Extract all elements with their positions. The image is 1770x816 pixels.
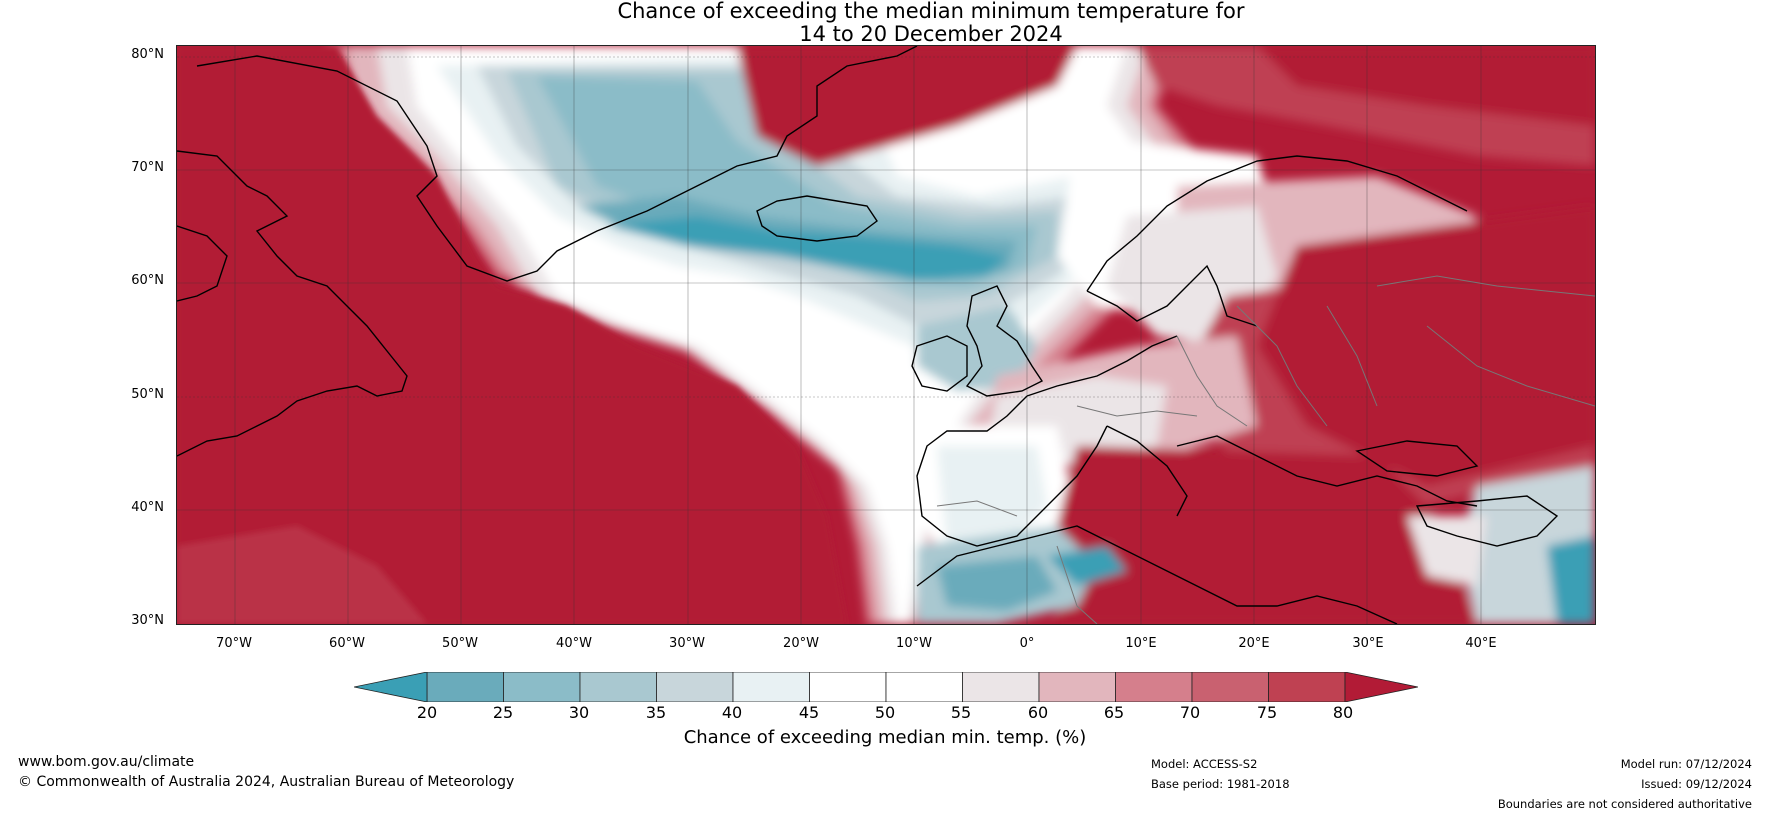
lon-label-60w: 60°W: [329, 636, 365, 651]
borders: [936, 275, 1595, 624]
colorbar-tick-80: 80: [1332, 703, 1354, 722]
lon-label-20w: 20°W: [783, 636, 819, 651]
lon-label-0: 0°: [1019, 636, 1035, 651]
lon-label-20e: 20°E: [1238, 636, 1270, 651]
colorbar-tick-25: 25: [492, 703, 514, 722]
title-line-2: 14 to 20 December 2024: [799, 22, 1063, 46]
lat-label-60n: 60°N: [131, 273, 164, 288]
colorbar-label: Chance of exceeding median min. temp. (%…: [683, 727, 1087, 748]
colorbar-high-triangle: [1344, 672, 1418, 702]
colorbar-segment: [1115, 672, 1193, 702]
colorbar-tick-20: 20: [416, 703, 438, 722]
colorbar-tick-60: 60: [1027, 703, 1049, 722]
lon-label-10e: 10°E: [1125, 636, 1157, 651]
footer-base-period: Base period: 1981-2018: [1151, 777, 1290, 791]
lon-label-30e: 30°E: [1352, 636, 1384, 651]
colorbar-segment: [885, 672, 963, 702]
lat-label-50n: 50°N: [131, 387, 164, 402]
graticule: [177, 46, 1595, 624]
colorbar-segment: [1191, 672, 1269, 702]
colorbar: [354, 672, 1418, 702]
footer-website: www.bom.gov.au/climate: [18, 754, 195, 770]
lon-label-10w: 10°W: [896, 636, 932, 651]
west-atlantic-red: [177, 46, 847, 624]
colorbar-segment: [1038, 672, 1116, 702]
footer-disclaimer: Boundaries are not considered authoritat…: [1497, 797, 1752, 811]
colorbar-tick-35: 35: [645, 703, 667, 722]
map-canvas: [177, 46, 1595, 624]
lat-label-30n: 30°N: [131, 613, 164, 628]
probability-map: [176, 45, 1596, 625]
footer-copyright: © Commonwealth of Australia 2024, Austra…: [18, 774, 515, 790]
colorbar-tick-50: 50: [874, 703, 896, 722]
colorbar-tick-75: 75: [1256, 703, 1278, 722]
colorbar-low-triangle: [354, 672, 428, 702]
footer-model-run: Model run: 07/12/2024: [1620, 757, 1752, 771]
lon-label-70w: 70°W: [216, 636, 252, 651]
colorbar-tick-70: 70: [1179, 703, 1201, 722]
colorbar-tick-65: 65: [1103, 703, 1125, 722]
colorbar-segment: [962, 672, 1040, 702]
lat-label-80n: 80°N: [131, 47, 164, 62]
colorbar-segment: [426, 672, 504, 702]
colorbar-tick-55: 55: [950, 703, 972, 722]
colorbar-tick-30: 30: [568, 703, 590, 722]
colorbar-segment: [1268, 672, 1346, 702]
coastlines: [177, 46, 1559, 624]
colorbar-segment: [656, 672, 734, 702]
title-line-1: Chance of exceeding the median minimum t…: [617, 0, 1245, 23]
colorbar-segment: [579, 672, 657, 702]
lat-label-40n: 40°N: [131, 500, 164, 515]
colorbar-tick-40: 40: [721, 703, 743, 722]
colorbar-segment: [809, 672, 887, 702]
lon-label-30w: 30°W: [669, 636, 705, 651]
lon-label-40w: 40°W: [556, 636, 592, 651]
map-title: Chance of exceeding the median minimum t…: [0, 0, 1770, 46]
colorbar-segment: [732, 672, 810, 702]
colorbar-segment: [503, 672, 581, 702]
lon-label-50w: 50°W: [442, 636, 478, 651]
footer-model: Model: ACCESS-S2: [1151, 757, 1258, 771]
lat-label-70n: 70°N: [131, 160, 164, 175]
lon-label-40e: 40°E: [1465, 636, 1497, 651]
colorbar-tick-45: 45: [798, 703, 820, 722]
footer-issued: Issued: 09/12/2024: [1641, 777, 1752, 791]
